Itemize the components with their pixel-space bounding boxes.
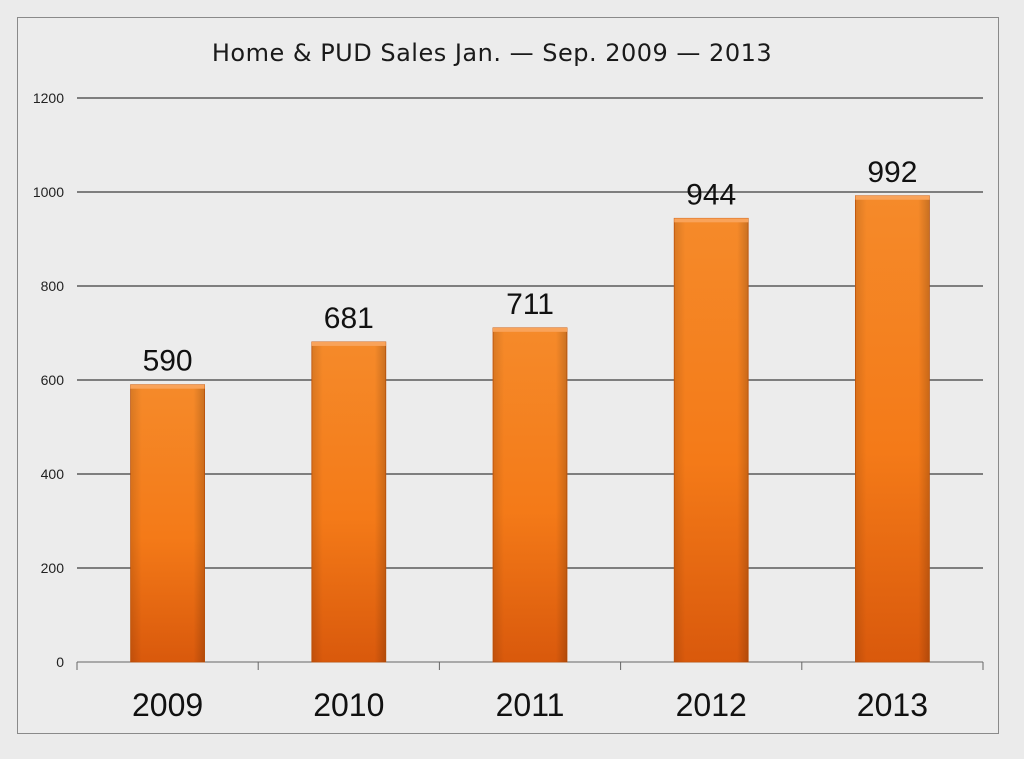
x-tick-label: 2012 xyxy=(676,687,747,723)
y-tick-label: 400 xyxy=(41,466,65,482)
x-tick-label: 2010 xyxy=(313,687,384,723)
data-label: 681 xyxy=(324,302,374,335)
data-label: 944 xyxy=(686,178,736,211)
bar-top-highlight xyxy=(855,195,930,200)
bar-top-highlight xyxy=(493,327,567,332)
bar-shading xyxy=(855,195,930,662)
x-tick-label: 2009 xyxy=(132,687,203,723)
y-axis-ticks: 0 200 400 600 800 1000 1200 xyxy=(33,90,64,670)
bar-shading xyxy=(130,384,205,662)
y-tick-label: 600 xyxy=(41,372,65,388)
data-labels: 590 681 711 944 992 xyxy=(143,156,918,378)
data-label: 590 xyxy=(143,345,193,378)
bar-top-highlight xyxy=(311,341,386,346)
bar-top-highlight xyxy=(130,384,205,389)
x-tick-label: 2011 xyxy=(496,687,565,723)
data-label: 992 xyxy=(867,156,917,189)
bars xyxy=(130,195,930,663)
y-tick-label: 200 xyxy=(41,560,65,576)
y-tick-label: 0 xyxy=(56,654,64,670)
bar-shading xyxy=(493,327,567,662)
y-tick-label: 1200 xyxy=(33,90,64,106)
data-label: 711 xyxy=(506,288,554,321)
gridlines xyxy=(76,97,984,670)
x-tick-label: 2013 xyxy=(857,687,928,723)
bar-shading xyxy=(674,218,749,662)
bar-top-highlight xyxy=(674,218,749,223)
chart-title: Home & PUD Sales Jan. — Sep. 2009 — 2013 xyxy=(212,39,772,67)
y-tick-label: 1000 xyxy=(33,184,64,200)
bar-shading xyxy=(311,341,386,662)
x-axis-ticks: 2009 2010 2011 2012 2013 xyxy=(132,687,928,723)
y-tick-label: 800 xyxy=(41,278,65,294)
